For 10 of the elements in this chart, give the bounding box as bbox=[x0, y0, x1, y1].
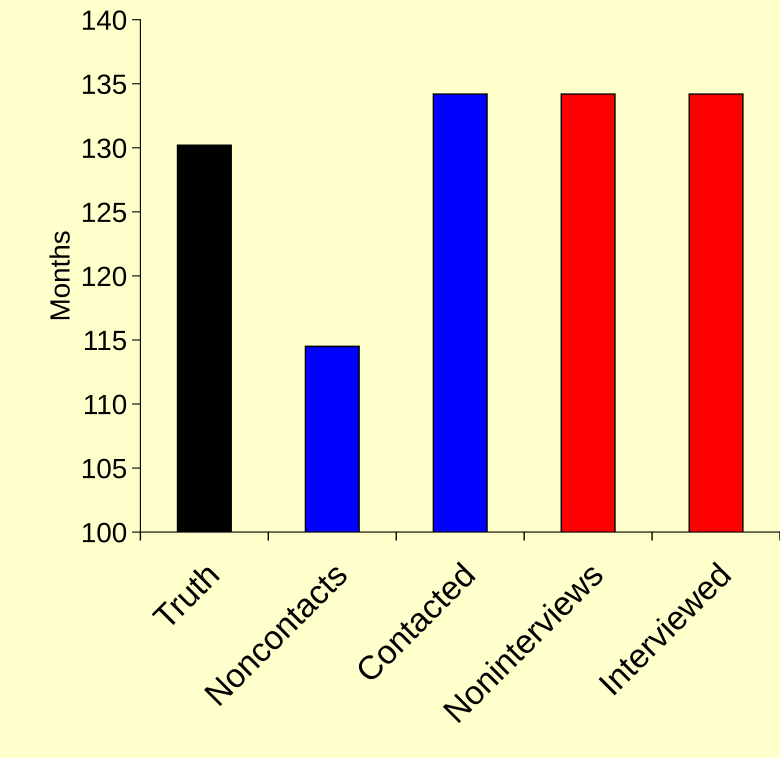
y-tick-label: 135 bbox=[82, 74, 126, 94]
y-tick-label: 105 bbox=[82, 458, 126, 478]
y-tick-label: 130 bbox=[82, 138, 126, 158]
y-tick-label: 115 bbox=[85, 330, 126, 350]
y-tick-label: 110 bbox=[85, 394, 126, 414]
y-axis-title: Months bbox=[49, 231, 70, 320]
y-tick-label: 140 bbox=[82, 10, 126, 30]
y-tick-label: 120 bbox=[82, 266, 126, 286]
y-tick-label: 125 bbox=[82, 202, 126, 222]
y-tick-label: 100 bbox=[82, 522, 126, 542]
